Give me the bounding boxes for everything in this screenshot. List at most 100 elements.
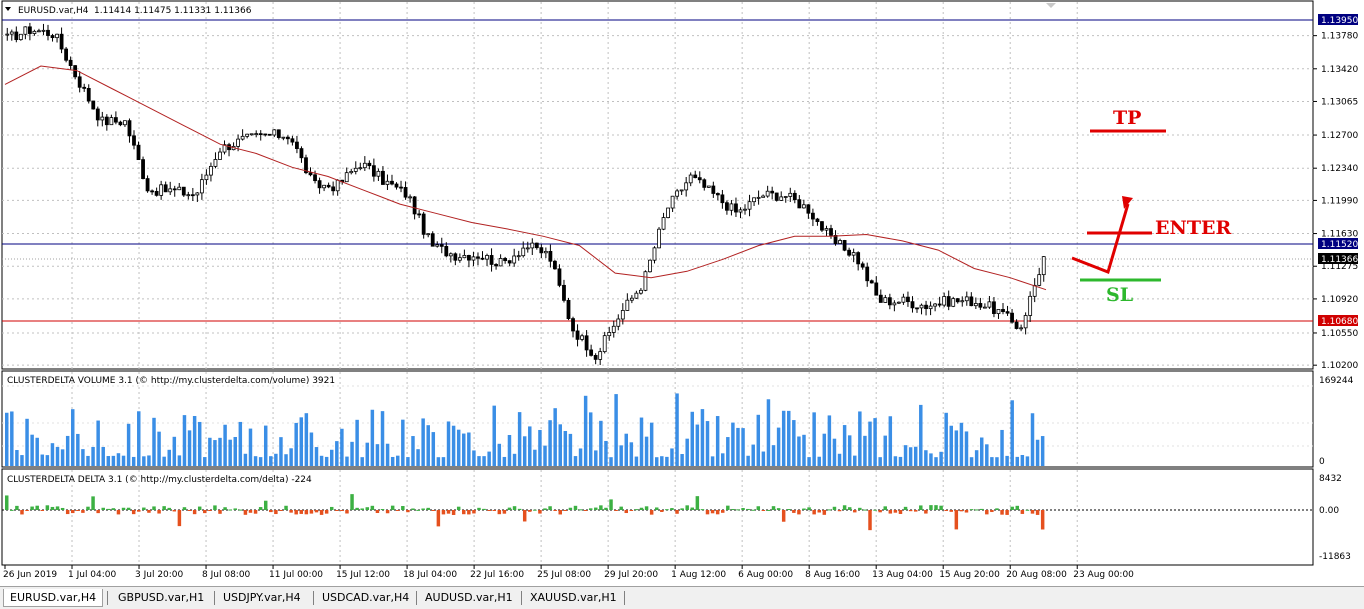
candle-body (394, 183, 399, 188)
delta-bar (812, 510, 816, 515)
candle-body (860, 263, 865, 268)
volume-bar (751, 444, 755, 466)
tab-eurusd-h4[interactable]: EURUSD.var,H4 (3, 589, 104, 607)
dropdown-triangle-icon[interactable] (5, 7, 11, 11)
volume-bar (837, 453, 842, 466)
delta-bar (1005, 510, 1009, 515)
candle-body (865, 266, 870, 282)
delta-bar (50, 506, 55, 510)
volume-bar (446, 421, 451, 466)
delta-bar (588, 508, 593, 510)
volume-bar (390, 456, 395, 466)
volume-bar (878, 457, 882, 466)
delta-bar (548, 506, 552, 510)
delta-bar (497, 510, 502, 515)
candle-body (209, 165, 213, 176)
candle-body (14, 31, 19, 41)
candle-body (344, 172, 349, 183)
delta-bar (375, 510, 380, 514)
volume-bar (660, 456, 664, 466)
delta-bar (86, 506, 90, 510)
candle-body (729, 203, 734, 211)
delta-bar (553, 510, 557, 511)
volume-bar (142, 456, 146, 466)
time-tick-label: 11 Jul 00:00 (269, 570, 323, 580)
candle-body (444, 245, 449, 257)
price-label-current: 1.11366 (1321, 255, 1358, 265)
delta-bar (944, 510, 948, 511)
delta-bar (924, 510, 928, 514)
candle-body (543, 250, 548, 254)
candle-body (616, 318, 621, 327)
volume-bar (812, 412, 816, 466)
volume-bar (883, 435, 887, 466)
delta-bar (639, 507, 644, 510)
delta-bar (1025, 509, 1030, 511)
entry-arrow-path[interactable] (1071, 203, 1130, 274)
candle-body (548, 250, 553, 262)
volume-bar (335, 441, 339, 466)
volume-bar (873, 418, 877, 466)
delta-bar (502, 510, 507, 514)
candle-body (349, 171, 354, 174)
volume-bar (208, 437, 212, 466)
candle-body (421, 213, 426, 235)
delta-bar (411, 508, 415, 510)
candle-body (213, 159, 218, 167)
volume-bars-group (5, 393, 1045, 466)
tab-usdjpy-h4[interactable]: USDJPY.var,H4 (223, 591, 301, 604)
delta-bar (680, 508, 684, 510)
volume-bar (649, 422, 654, 466)
candle-body (584, 335, 589, 351)
price-label-support-bg (1318, 315, 1358, 326)
candle-body (743, 208, 747, 211)
volume-bar (533, 449, 537, 466)
chart-ohlc-readout: 1.11414 1.11475 1.11331 1.11366 (94, 6, 252, 16)
delta-bar (1010, 506, 1014, 510)
delta-bar (761, 510, 766, 511)
volume-bar (680, 454, 684, 466)
delta-bar (624, 510, 628, 514)
volume-bar (715, 416, 720, 466)
candle-body (978, 303, 983, 308)
delta-bar (182, 507, 187, 510)
volume-bar (131, 456, 136, 466)
chart-svg[interactable]: EURUSD.var,H4 1.11414 1.11475 1.11331 1.… (0, 0, 1364, 586)
delta-bar (177, 510, 182, 527)
volume-bar (853, 455, 857, 466)
volume-bar (304, 413, 309, 466)
delta-bar (517, 508, 522, 510)
tab-usdcad-h4[interactable]: USDCAD.var,H4 (322, 591, 410, 604)
volume-bar (396, 455, 400, 466)
delta-bar (147, 510, 151, 513)
volume-bar (269, 456, 273, 466)
tab-xauusd-h1[interactable]: XAUUSD.var,H1 (530, 591, 617, 604)
volume-bar (96, 420, 100, 466)
tab-separator (521, 591, 522, 605)
delta-bar (487, 510, 491, 511)
candle-body (792, 192, 797, 201)
volume-bar (1015, 456, 1020, 466)
time-tick-label: 18 Jul 04:00 (403, 570, 457, 580)
volume-bar (974, 450, 979, 466)
volume-bar (522, 436, 527, 466)
volume-bar (213, 440, 217, 466)
candle-body (571, 318, 575, 332)
delta-bar (477, 507, 481, 510)
candle-body (503, 258, 508, 262)
candle-body (485, 255, 489, 260)
delta-bar (329, 506, 334, 510)
delta-bar (279, 510, 283, 511)
candle-body (883, 297, 888, 303)
candle-body (801, 204, 806, 209)
volume-bar (126, 423, 131, 466)
chart-area[interactable]: EURUSD.var,H4 1.11414 1.11475 1.11331 1.… (0, 0, 1364, 586)
delta-bar (685, 505, 689, 510)
volume-bar (30, 434, 34, 466)
candle-body (326, 184, 331, 188)
volume-bar (60, 449, 65, 466)
volume-bar (979, 437, 984, 466)
tab-gbpusd-h1[interactable]: GBPUSD.var,H1 (118, 591, 205, 604)
delta-bar (157, 510, 161, 514)
tab-audusd-h1[interactable]: AUDUSD.var,H1 (425, 591, 513, 604)
